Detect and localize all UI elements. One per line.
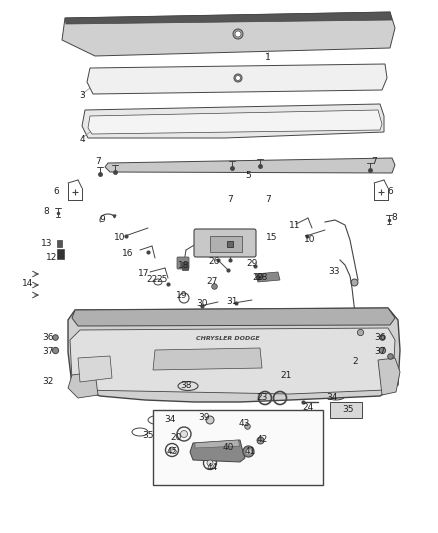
Text: 10: 10 [114, 233, 126, 243]
Text: 13: 13 [41, 239, 53, 248]
Circle shape [234, 74, 242, 82]
Text: 21: 21 [280, 372, 292, 381]
Polygon shape [195, 440, 240, 448]
Text: 17: 17 [138, 270, 150, 279]
Text: 4: 4 [79, 135, 85, 144]
Text: CHRYSLER DODGE: CHRYSLER DODGE [196, 335, 260, 341]
Bar [153, 410, 323, 485]
Circle shape [233, 29, 243, 39]
Text: 6: 6 [387, 188, 393, 197]
Polygon shape [82, 104, 384, 138]
Text: 34: 34 [326, 393, 338, 402]
Text: 25: 25 [156, 276, 168, 285]
Text: 30: 30 [196, 300, 208, 309]
Text: 19: 19 [176, 292, 188, 301]
Circle shape [236, 76, 240, 80]
Text: 24: 24 [302, 403, 314, 413]
Text: 43: 43 [238, 419, 250, 429]
Polygon shape [62, 12, 395, 56]
Text: 10: 10 [304, 236, 316, 245]
Polygon shape [190, 440, 245, 462]
Text: 7: 7 [265, 196, 271, 205]
Text: 7: 7 [371, 157, 377, 166]
Polygon shape [68, 372, 98, 398]
Text: 26: 26 [208, 257, 220, 266]
Text: 2: 2 [352, 358, 358, 367]
Text: 45: 45 [166, 448, 178, 456]
Circle shape [235, 31, 241, 37]
Text: 29: 29 [252, 273, 264, 282]
Text: 34: 34 [164, 416, 176, 424]
Text: 31: 31 [226, 297, 238, 306]
Polygon shape [70, 328, 395, 394]
Text: 38: 38 [180, 381, 192, 390]
Polygon shape [65, 12, 392, 24]
Text: 7: 7 [95, 157, 101, 166]
Text: 37: 37 [374, 348, 386, 357]
FancyBboxPatch shape [177, 257, 189, 269]
Polygon shape [68, 308, 400, 402]
Polygon shape [105, 158, 395, 173]
Text: 6: 6 [53, 188, 59, 197]
Text: 23: 23 [256, 393, 268, 402]
Text: 5: 5 [245, 171, 251, 180]
Text: 8: 8 [391, 214, 397, 222]
Text: 18: 18 [178, 262, 190, 271]
Text: 35: 35 [342, 406, 354, 415]
Polygon shape [87, 64, 387, 94]
Ellipse shape [327, 392, 345, 400]
Bar [57, 249, 64, 259]
Bar [182, 262, 188, 270]
Polygon shape [88, 110, 382, 134]
Bar [210, 236, 242, 252]
Text: 7: 7 [227, 196, 233, 205]
Text: 16: 16 [122, 249, 134, 259]
Polygon shape [72, 308, 395, 326]
Text: 9: 9 [99, 215, 105, 224]
Bar [57, 240, 62, 247]
Text: 14: 14 [22, 279, 34, 288]
FancyBboxPatch shape [194, 229, 256, 257]
Polygon shape [255, 272, 280, 282]
Text: 42: 42 [256, 435, 268, 445]
Text: 37: 37 [42, 348, 54, 357]
Text: 44: 44 [206, 464, 218, 472]
Ellipse shape [169, 447, 175, 453]
Polygon shape [378, 358, 400, 395]
Bar [330, 402, 362, 418]
Polygon shape [78, 356, 112, 382]
Ellipse shape [206, 416, 214, 424]
Ellipse shape [180, 431, 187, 438]
Text: 1: 1 [265, 53, 271, 62]
Polygon shape [153, 348, 262, 370]
Text: 12: 12 [46, 254, 58, 262]
Text: 35: 35 [142, 432, 154, 440]
Text: 36: 36 [42, 334, 54, 343]
Text: 3: 3 [79, 92, 85, 101]
Text: 40: 40 [223, 443, 234, 453]
Text: 27: 27 [206, 278, 218, 287]
Text: 11: 11 [289, 222, 301, 230]
Text: 29: 29 [246, 260, 258, 269]
Text: 32: 32 [42, 377, 54, 386]
Text: 28: 28 [256, 273, 268, 282]
Text: 20: 20 [170, 433, 182, 442]
Text: 39: 39 [198, 414, 210, 423]
Text: 15: 15 [266, 233, 278, 243]
Text: 33: 33 [328, 268, 340, 277]
Text: 22: 22 [146, 276, 158, 285]
Text: 8: 8 [43, 207, 49, 216]
Text: 41: 41 [244, 448, 256, 456]
Ellipse shape [207, 460, 213, 466]
Text: 36: 36 [374, 334, 386, 343]
